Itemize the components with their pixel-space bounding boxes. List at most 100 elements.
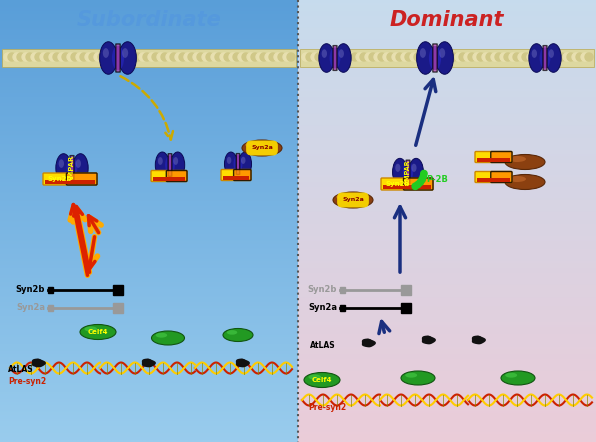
Ellipse shape bbox=[532, 50, 537, 58]
Circle shape bbox=[22, 53, 30, 61]
Circle shape bbox=[206, 53, 214, 61]
Circle shape bbox=[446, 53, 454, 61]
FancyBboxPatch shape bbox=[491, 152, 512, 163]
Bar bbox=[48, 287, 53, 293]
Circle shape bbox=[302, 53, 310, 61]
Ellipse shape bbox=[401, 371, 435, 385]
Circle shape bbox=[238, 53, 246, 61]
Circle shape bbox=[197, 53, 205, 61]
Circle shape bbox=[125, 53, 133, 61]
Bar bbox=[401, 285, 411, 295]
Ellipse shape bbox=[304, 373, 340, 388]
Circle shape bbox=[414, 53, 422, 61]
Circle shape bbox=[112, 53, 120, 61]
Circle shape bbox=[211, 53, 219, 61]
Circle shape bbox=[35, 53, 43, 61]
Circle shape bbox=[62, 53, 70, 61]
FancyBboxPatch shape bbox=[491, 171, 512, 183]
Circle shape bbox=[387, 53, 395, 61]
Text: Dominant: Dominant bbox=[390, 10, 504, 30]
Circle shape bbox=[527, 53, 535, 61]
Ellipse shape bbox=[151, 331, 185, 345]
Circle shape bbox=[283, 53, 291, 61]
FancyBboxPatch shape bbox=[43, 173, 97, 185]
Circle shape bbox=[306, 53, 314, 61]
Circle shape bbox=[563, 53, 571, 61]
Circle shape bbox=[53, 53, 61, 61]
Circle shape bbox=[103, 53, 111, 61]
Circle shape bbox=[540, 53, 548, 61]
Circle shape bbox=[315, 53, 323, 61]
Circle shape bbox=[170, 53, 178, 61]
Text: Syn2b: Syn2b bbox=[47, 176, 72, 182]
Ellipse shape bbox=[112, 46, 124, 70]
Bar bbox=[340, 305, 345, 311]
Circle shape bbox=[233, 53, 241, 61]
Ellipse shape bbox=[103, 48, 109, 58]
Circle shape bbox=[148, 53, 156, 61]
Circle shape bbox=[392, 53, 400, 61]
Circle shape bbox=[278, 53, 286, 61]
Circle shape bbox=[179, 53, 187, 61]
FancyBboxPatch shape bbox=[221, 169, 251, 180]
Circle shape bbox=[581, 53, 589, 61]
Ellipse shape bbox=[245, 141, 263, 148]
Ellipse shape bbox=[403, 162, 413, 182]
Text: Celf4: Celf4 bbox=[88, 329, 108, 335]
Text: Syn2b: Syn2b bbox=[385, 181, 409, 187]
Circle shape bbox=[71, 53, 79, 61]
Circle shape bbox=[4, 53, 12, 61]
Circle shape bbox=[437, 53, 445, 61]
Circle shape bbox=[509, 53, 517, 61]
Polygon shape bbox=[237, 359, 249, 367]
Circle shape bbox=[459, 53, 467, 61]
Circle shape bbox=[49, 53, 57, 61]
Circle shape bbox=[139, 53, 147, 61]
Ellipse shape bbox=[508, 156, 526, 162]
Circle shape bbox=[412, 183, 418, 190]
Circle shape bbox=[44, 53, 52, 61]
Ellipse shape bbox=[319, 44, 334, 72]
Circle shape bbox=[360, 53, 368, 61]
Circle shape bbox=[369, 53, 377, 61]
Ellipse shape bbox=[100, 42, 117, 74]
Ellipse shape bbox=[85, 326, 97, 332]
Ellipse shape bbox=[508, 176, 526, 182]
Circle shape bbox=[80, 53, 88, 61]
Circle shape bbox=[215, 53, 223, 61]
Ellipse shape bbox=[539, 47, 550, 69]
Bar bbox=[113, 303, 123, 313]
Ellipse shape bbox=[73, 154, 88, 182]
Polygon shape bbox=[362, 339, 375, 347]
Circle shape bbox=[572, 53, 580, 61]
Text: AtLAS: AtLAS bbox=[310, 340, 336, 350]
Text: Pre-syn2: Pre-syn2 bbox=[8, 377, 46, 386]
Ellipse shape bbox=[309, 374, 321, 380]
Ellipse shape bbox=[119, 42, 136, 74]
Ellipse shape bbox=[393, 158, 407, 186]
Text: Syn2a: Syn2a bbox=[251, 145, 273, 150]
FancyBboxPatch shape bbox=[168, 154, 172, 176]
Circle shape bbox=[224, 53, 232, 61]
Ellipse shape bbox=[505, 175, 545, 190]
Polygon shape bbox=[426, 336, 430, 339]
Circle shape bbox=[260, 53, 268, 61]
Polygon shape bbox=[142, 359, 155, 367]
Polygon shape bbox=[473, 336, 485, 343]
Ellipse shape bbox=[429, 46, 441, 70]
Ellipse shape bbox=[505, 155, 545, 169]
Bar bbox=[113, 285, 123, 295]
Text: AMPAR: AMPAR bbox=[69, 154, 75, 182]
Ellipse shape bbox=[336, 194, 354, 200]
Circle shape bbox=[518, 53, 526, 61]
Circle shape bbox=[31, 53, 39, 61]
Circle shape bbox=[242, 53, 250, 61]
Circle shape bbox=[405, 53, 413, 61]
FancyBboxPatch shape bbox=[403, 178, 433, 190]
Circle shape bbox=[229, 53, 237, 61]
Circle shape bbox=[166, 53, 174, 61]
Ellipse shape bbox=[501, 371, 535, 385]
Ellipse shape bbox=[225, 152, 237, 176]
Circle shape bbox=[513, 53, 521, 61]
Circle shape bbox=[188, 53, 196, 61]
